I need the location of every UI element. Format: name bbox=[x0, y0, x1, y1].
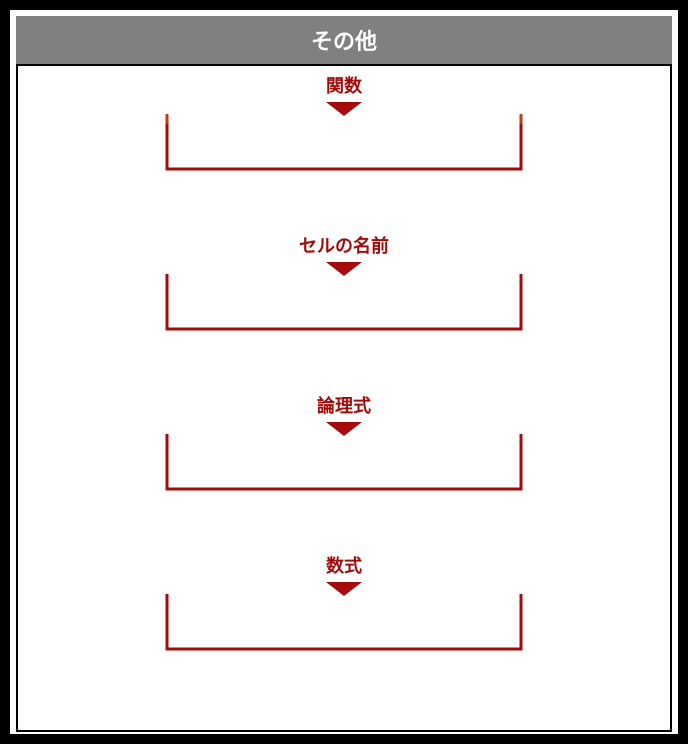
section: セルの名前 bbox=[164, 236, 524, 332]
bracket-icon bbox=[164, 272, 524, 332]
section-label: 論理式 bbox=[164, 396, 524, 418]
bracket-icon bbox=[164, 592, 524, 652]
bracket-icon bbox=[164, 432, 524, 492]
content-area: 関数セルの名前論理式数式 bbox=[16, 64, 672, 732]
header-bar: その他 bbox=[16, 16, 672, 64]
bracket-icon bbox=[164, 112, 524, 172]
section: 論理式 bbox=[164, 396, 524, 492]
section: 関数 bbox=[164, 76, 524, 172]
header-title: その他 bbox=[311, 29, 377, 54]
section-label: 関数 bbox=[164, 76, 524, 98]
diagram-frame: その他 関数セルの名前論理式数式 bbox=[0, 0, 688, 744]
frame-padding: その他 関数セルの名前論理式数式 bbox=[10, 10, 678, 734]
section-label: 数式 bbox=[164, 556, 524, 578]
section-label: セルの名前 bbox=[164, 236, 524, 258]
section: 数式 bbox=[164, 556, 524, 652]
